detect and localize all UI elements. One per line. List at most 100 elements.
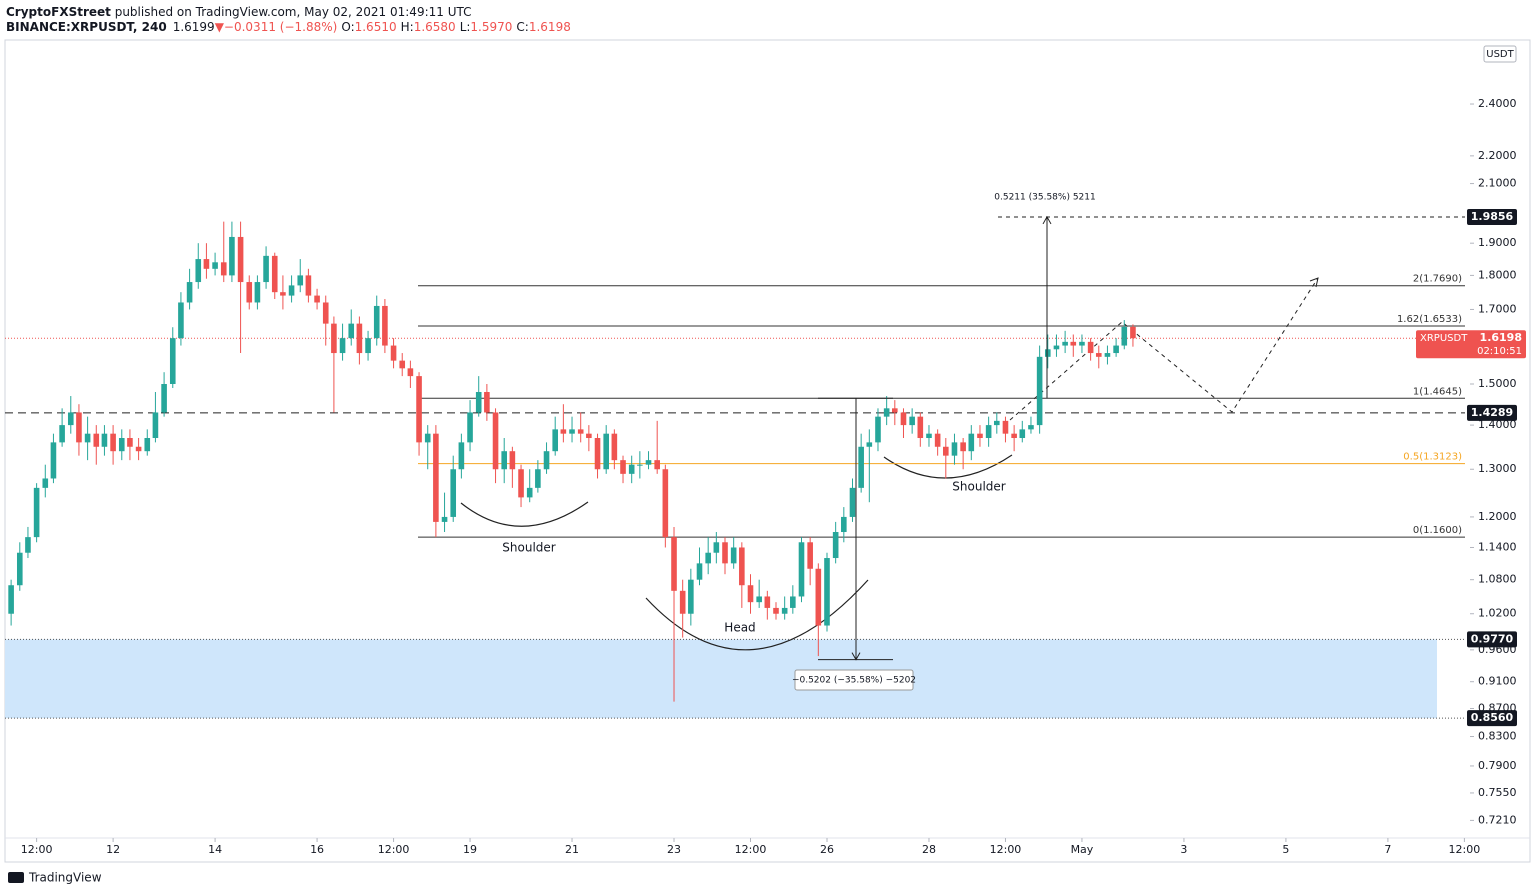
unit-label: USDT [1486,49,1514,60]
candle-body [841,516,847,533]
y-tick-label: 2.4000 [1478,97,1517,110]
x-tick-label: 12:00 [990,843,1022,856]
fib-level-label: 0.5(1.3123) [1403,452,1462,463]
candle-body [679,590,686,614]
candle-body [1130,326,1136,339]
candle-body [747,585,754,603]
x-tick-label: 21 [565,843,579,856]
candle-body [76,412,82,443]
candle-body [1019,429,1026,439]
candle-body [195,259,202,283]
candle-body [824,558,830,626]
price-tag-label: 0.8560 [1471,711,1514,724]
x-tick-label: May [1071,843,1094,856]
candle-body [169,338,176,385]
candle-body [8,585,14,614]
y-tick-label: 1.5000 [1478,377,1517,390]
candle-body [807,542,813,569]
y-tick-label: 2.2000 [1478,149,1517,162]
candle-body [509,451,516,470]
candle-body [671,537,677,591]
y-tick-label: 0.9100 [1478,675,1517,688]
candle-body [365,338,371,354]
y-tick-label: 1.2000 [1478,510,1517,523]
candle-body [883,408,890,417]
candle-body [322,302,329,324]
price-tag-label: 1.4289 [1471,406,1513,419]
current-name: XRPUSDT [1420,333,1468,344]
candle-body [127,438,133,447]
candle-body [611,433,618,461]
shoulder-arc [883,454,1013,479]
head-arc [645,579,869,651]
fib-level-label: 1(1.4645) [1413,386,1462,397]
candle-body [280,292,286,296]
symbol: BINANCE:XRPUSDT, 240 [6,20,167,34]
brand: TradingView [28,871,102,885]
y-tick-label: 1.8000 [1478,268,1517,281]
c-value: 1.6198 [529,20,571,34]
candle-body [246,282,253,303]
c-label: C: [516,20,528,34]
candle-body [331,323,337,354]
candle-body [985,425,992,439]
candle-body [620,460,626,474]
price-tag [1467,404,1517,421]
candle-body [722,542,728,564]
candle-body [756,596,762,603]
y-tick-label: 2.1000 [1478,177,1517,190]
candle-body [790,596,796,608]
price-tag-label: 1.9856 [1471,210,1514,223]
o-value: 1.6510 [355,20,397,34]
measure-label-box [794,669,914,691]
candle-body [900,412,907,426]
tradingview-logo [8,872,24,883]
x-tick-label: 14 [208,843,222,856]
candle-body [118,438,125,452]
candle-body [297,275,304,286]
candle-body [1087,341,1094,354]
candle-body [968,433,975,452]
candle-body [934,433,941,447]
candle-body [373,305,380,339]
candle-body [161,384,167,413]
candle-body [475,391,482,413]
candle-body [424,433,431,443]
y-tick-label: 1.9000 [1478,236,1517,249]
pattern-label: Shoulder [502,541,556,555]
fib-level-label: 0(1.1600) [1413,525,1462,536]
x-tick-label: 12:00 [1449,843,1481,856]
price-tag [1467,208,1517,225]
candle-body [441,516,448,522]
candle-body [560,429,567,434]
candle-body [662,469,669,538]
candle-body [1095,353,1102,357]
candle-body [33,487,40,538]
candle-body [977,433,983,439]
y-tick-label: 0.7900 [1478,759,1517,772]
candle-body [832,532,839,559]
header-line-2: BINANCE:XRPUSDT, 240 1.6199▼−0.0311 (−1.8… [6,20,571,34]
candle-body [535,469,541,488]
candle-body [1070,341,1077,346]
current-value: 1.6198 [1480,331,1522,344]
candle-body [773,607,779,614]
x-tick-label: 5 [1282,843,1289,856]
candle-body [688,579,694,614]
x-tick-label: 16 [310,843,324,856]
candle-body [866,442,873,447]
candle-body [951,442,958,456]
y-tick-label: 1.7000 [1478,302,1517,315]
x-tick-label: 28 [922,843,936,856]
candle-body [798,542,805,597]
measure-arrow [1042,215,1052,225]
author: CryptoFXStreet [6,5,111,19]
candle-body [178,302,184,339]
candle-body [254,282,261,303]
candle-body [892,408,898,413]
candle-body [186,282,193,303]
candle-body [1028,425,1034,430]
support-zone [5,639,1437,719]
candle-body [467,412,473,443]
candle-body [135,446,142,452]
